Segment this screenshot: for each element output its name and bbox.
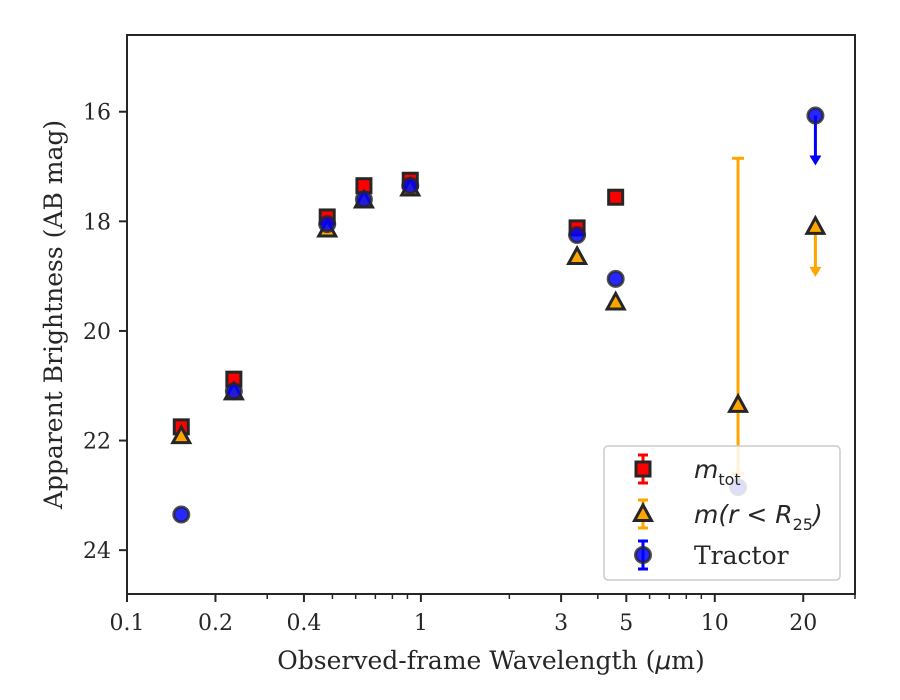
data-point-triangle — [604, 290, 627, 311]
legend-label-sub: 25 — [793, 515, 813, 534]
axes: 0.1 0.2 0.4 1 3 5 10 20 16 18 20 22 24 Observed-frame… — [39, 34, 856, 675]
legend-entry: Tractor — [634, 539, 789, 571]
y-axis-title: Apparent Brightness (AB mag) — [39, 120, 68, 510]
data-point-circle — [354, 190, 373, 209]
legend-box — [603, 445, 841, 581]
data-point-circle — [568, 226, 587, 245]
legend-label: mtot — [694, 455, 741, 489]
data-point-triangle — [804, 214, 827, 235]
data-point-circle — [606, 269, 625, 288]
legend-marker-triangle — [631, 501, 655, 522]
data-point-circle — [806, 106, 825, 125]
data-point-circle — [172, 505, 191, 524]
data-point-triangle — [727, 392, 750, 413]
y-tick-label: 16 — [83, 101, 111, 126]
legend-marker-square — [634, 460, 652, 478]
x-axis-title-unit: μ — [654, 646, 671, 675]
error-bar — [732, 156, 745, 475]
x-tick-label: 1 — [414, 611, 428, 636]
axes-frame — [126, 34, 856, 595]
upper-limit-head — [809, 155, 822, 166]
y-tick-label: 24 — [83, 539, 111, 564]
y-tick-label: 18 — [83, 210, 111, 235]
data-point-circle — [224, 382, 243, 401]
y-tick-label: 20 — [83, 320, 111, 345]
data-point-circle — [318, 215, 337, 234]
legend-label-main: m — [694, 455, 718, 484]
y-tick-label: 22 — [83, 430, 111, 455]
data-point-square — [607, 188, 625, 206]
legend-label: Tractor — [694, 541, 789, 570]
upper-limit-head — [809, 266, 822, 277]
legend-entry: m(r < R25) — [631, 498, 823, 534]
legend-entry: mtot — [634, 453, 741, 489]
x-tick-label: 5 — [619, 611, 633, 636]
x-tick-label: 0.2 — [198, 611, 233, 636]
x-tick-label: 10 — [701, 611, 729, 636]
legend-label-sub: tot — [718, 470, 740, 489]
legend-marker-circle — [634, 546, 652, 564]
x-tick-label: 0.1 — [110, 611, 145, 636]
x-axis-title-suffix: m) — [671, 646, 704, 675]
x-tick-label: 20 — [789, 611, 817, 636]
legend-label-close: ) — [811, 500, 823, 529]
data-point-triangle — [170, 424, 193, 445]
x-axis-title: Observed-frame Wavelength (μm) — [277, 646, 704, 675]
legend-label-main: m(r < R — [694, 500, 793, 529]
x-tick-label: 0.4 — [286, 611, 321, 636]
legend: mtot m(r < R25) Tractor — [603, 445, 841, 581]
data-point-circle — [401, 176, 420, 195]
x-axis-title-prefix: Observed-frame Wavelength ( — [277, 646, 655, 675]
data-point-triangle — [566, 244, 589, 265]
legend-label: m(r < R25) — [694, 500, 823, 534]
plot-area — [170, 106, 827, 524]
x-tick-label: 3 — [554, 611, 568, 636]
